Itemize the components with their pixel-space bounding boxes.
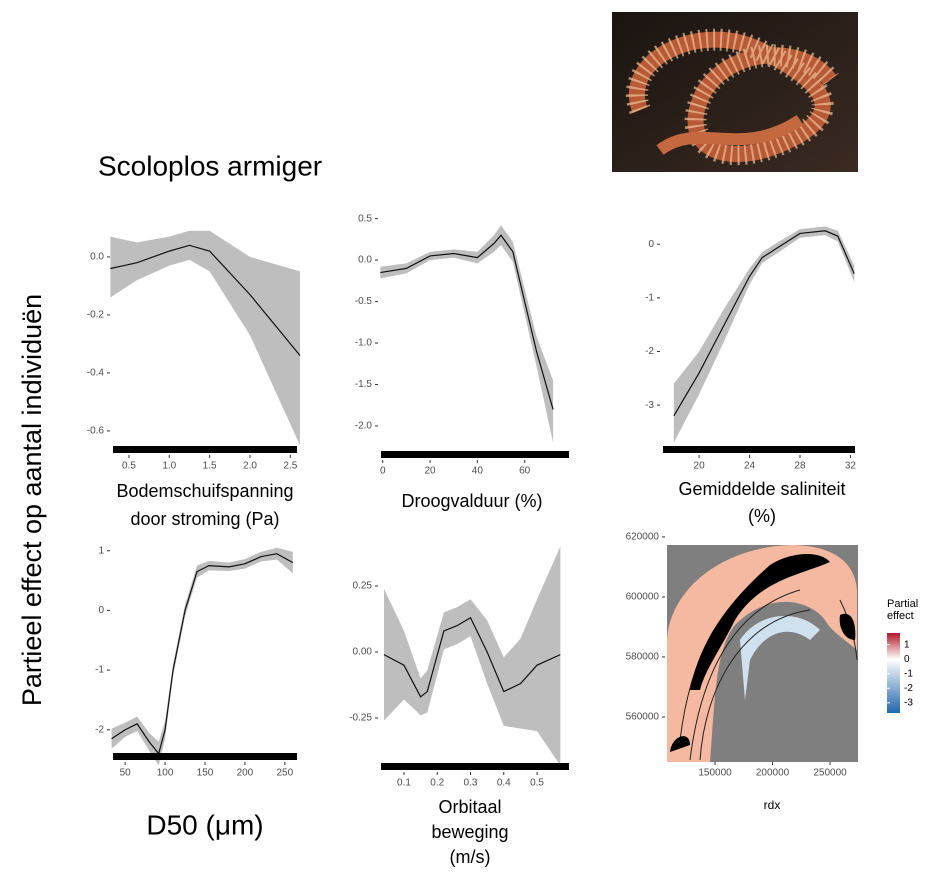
map-field: [667, 545, 857, 762]
y-tick-label: -1: [95, 665, 104, 676]
rug: [113, 446, 297, 453]
y-tick-label: -1.5: [355, 379, 373, 390]
x-axis-title: beweging: [431, 822, 508, 842]
y-tick-label: -3: [645, 400, 654, 411]
y-tick-label: 0.5: [358, 213, 372, 224]
y-tick-label: 600000: [626, 592, 660, 603]
x-axis-title: Orbitaal: [438, 797, 501, 817]
y-tick-label: -1.0: [355, 338, 373, 349]
x-axis-title: rdx: [764, 798, 781, 812]
effect-line: [111, 553, 294, 755]
y-tick-label: -2: [95, 724, 104, 735]
y-tick-label: -2: [645, 346, 654, 357]
x-axis-title: Gemiddelde saliniteit: [678, 479, 845, 499]
y-tick-label: 560000: [626, 712, 660, 723]
effect-line: [110, 244, 301, 356]
x-tick-label: 200000: [756, 768, 790, 779]
y-tick-label: 0: [98, 605, 104, 616]
x-tick-label: 1.0: [162, 461, 176, 472]
x-tick-label: 20: [694, 461, 706, 472]
y-tick-label: 0: [648, 239, 654, 250]
y-tick-label: -0.2: [87, 310, 105, 321]
x-tick-label: 0.2: [430, 778, 444, 789]
map-points: [670, 554, 856, 752]
x-tick-label: 0.3: [464, 778, 478, 789]
y-tick-label: 0.0: [358, 255, 372, 266]
effect-line: [383, 616, 561, 698]
x-tick-label: 32: [845, 461, 857, 472]
colorbar-label: -1: [904, 668, 913, 679]
x-tick-label: 0.5: [530, 778, 544, 789]
x-axis-title: (%): [748, 506, 776, 526]
x-axis-title: door stroming (Pa): [130, 509, 279, 529]
y-tick-label: 620000: [626, 532, 660, 543]
x-tick-label: 0.1: [397, 778, 411, 789]
x-tick-label: 60: [519, 466, 531, 477]
colorbar-label: 0: [904, 654, 910, 665]
x-axis-title: Bodemschuifspanning: [116, 481, 293, 501]
x-tick-label: 28: [794, 461, 806, 472]
x-axis-title: Droogvalduur (%): [401, 491, 542, 511]
y-tick-label: 0.25: [353, 581, 373, 592]
x-axis-title: (m/s): [450, 847, 491, 867]
confidence-band: [111, 547, 293, 766]
effect-line: [380, 234, 554, 410]
rug: [663, 446, 855, 453]
rug: [113, 753, 297, 760]
legend-title: Partial: [887, 598, 918, 610]
y-tick-label: -0.5: [355, 296, 373, 307]
x-tick-label: 2.0: [243, 461, 257, 472]
colorbar: [887, 633, 900, 713]
y-tick-label: -0.6: [87, 426, 105, 437]
x-tick-label: 24: [744, 461, 756, 472]
x-tick-label: 2.5: [283, 461, 297, 472]
colorbar-label: -2: [904, 683, 913, 694]
x-axis-title: D50 (μm): [146, 809, 263, 840]
x-tick-label: 1.5: [203, 461, 217, 472]
x-tick-label: 200: [237, 768, 254, 779]
figure-title: Scoloplos armiger: [98, 150, 322, 181]
x-tick-label: 50: [120, 768, 132, 779]
x-tick-label: 0.4: [497, 778, 511, 789]
y-tick-label: -0.4: [87, 368, 105, 379]
y-tick-label: -0.25: [349, 713, 372, 724]
rug: [381, 451, 569, 458]
y-tick-label: 0.00: [353, 647, 373, 658]
colorbar-label: -3: [904, 697, 913, 708]
x-tick-label: 0.5: [122, 461, 136, 472]
x-tick-label: 250000: [813, 768, 847, 779]
y-tick-label: -2.0: [355, 421, 373, 432]
confidence-band: [383, 546, 561, 766]
y-tick-label: 1: [98, 545, 104, 556]
colorbar-label: 1: [904, 639, 910, 650]
effect-line: [673, 230, 855, 417]
worm-photo: [612, 12, 858, 172]
y-tick-label: 0.0: [90, 252, 104, 263]
x-tick-label: 150000: [698, 768, 732, 779]
x-tick-label: 0: [380, 466, 386, 477]
x-tick-label: 40: [472, 466, 484, 477]
y-tick-label: 580000: [626, 652, 660, 663]
confidence-band: [110, 230, 300, 446]
confidence-band: [673, 226, 855, 443]
y-tick-label: -1: [645, 292, 654, 303]
x-tick-label: 20: [424, 466, 436, 477]
x-tick-label: 250: [276, 768, 293, 779]
map-low: [740, 616, 820, 700]
x-tick-label: 150: [197, 768, 214, 779]
confidence-band: [380, 225, 554, 443]
rug: [381, 763, 569, 770]
legend-title: effect: [887, 610, 914, 622]
y-axis-title: Partieel effect op aantal individuën: [17, 294, 47, 706]
x-tick-label: 100: [157, 768, 174, 779]
